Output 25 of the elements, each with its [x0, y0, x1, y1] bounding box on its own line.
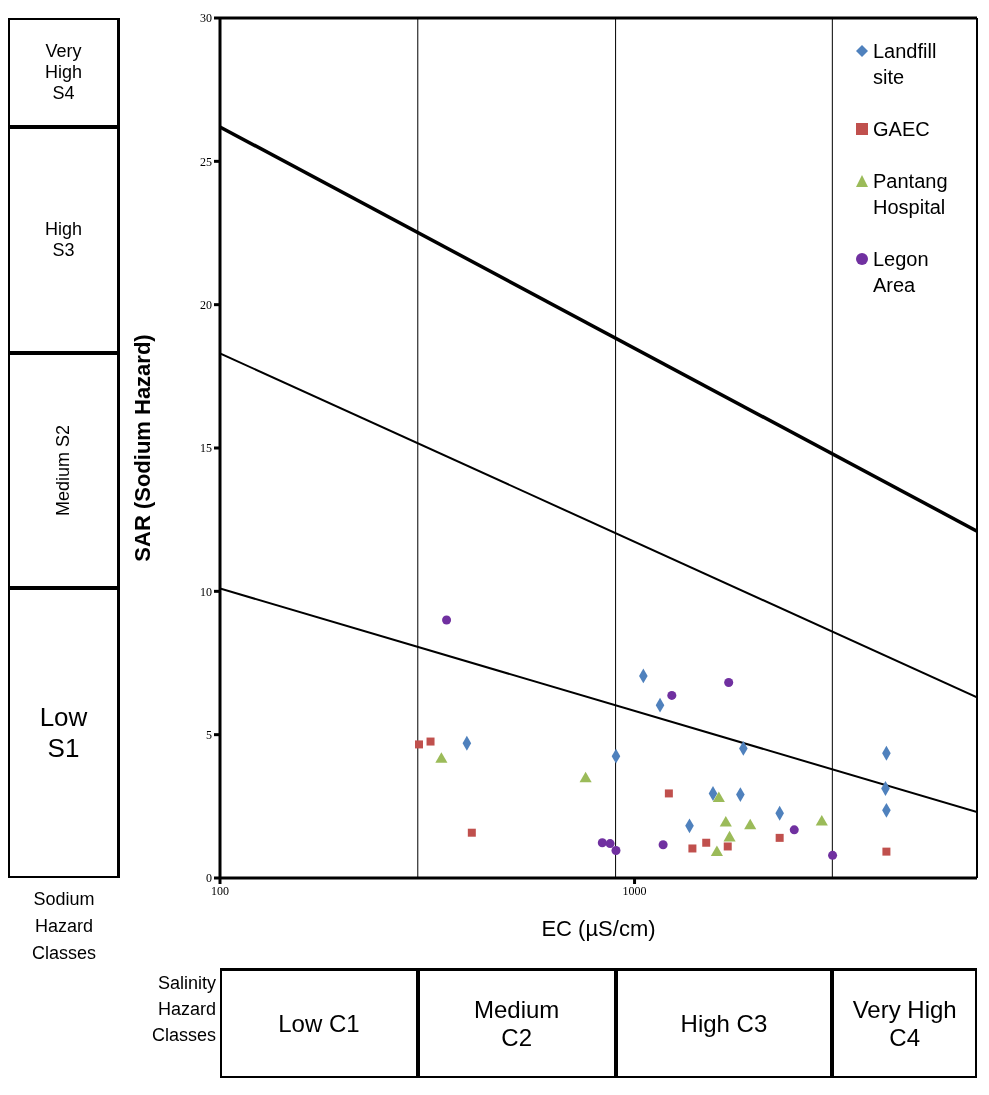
- y-tick-label: 30: [200, 11, 212, 26]
- y-axis-title: SAR (Sodium Hazard): [129, 334, 155, 562]
- text: Low C1: [277, 1009, 361, 1038]
- text: Sodium Hazard Classes: [31, 888, 97, 965]
- y-tick-label: 25: [200, 154, 212, 169]
- legend-label: Landfill site: [873, 39, 938, 90]
- x-axis-title: EC (µS/cm): [541, 916, 656, 941]
- y-tick-label: 15: [200, 441, 212, 456]
- text: High S3: [44, 219, 83, 262]
- legend-label: Pantang Hospital: [873, 169, 949, 220]
- text: Very High C4: [851, 995, 958, 1052]
- text: High C3: [679, 1009, 769, 1038]
- y-tick-label: 5: [206, 727, 212, 742]
- x-tick-label: 1000: [622, 883, 647, 898]
- legend-label: Legon Area: [873, 247, 930, 298]
- text: Very High S4: [44, 40, 83, 104]
- x-tick-label: 100: [211, 883, 229, 898]
- text: Salinity Hazard Classes: [150, 972, 216, 1047]
- legend-label: GAEC: [873, 117, 930, 142]
- y-tick-label: 20: [200, 297, 212, 312]
- y-tick-label: 10: [200, 584, 212, 599]
- y-tick-label: 0: [206, 871, 212, 886]
- text: Medium C2: [473, 995, 561, 1052]
- text: Low S1: [38, 702, 89, 765]
- text: Medium S2: [53, 424, 74, 519]
